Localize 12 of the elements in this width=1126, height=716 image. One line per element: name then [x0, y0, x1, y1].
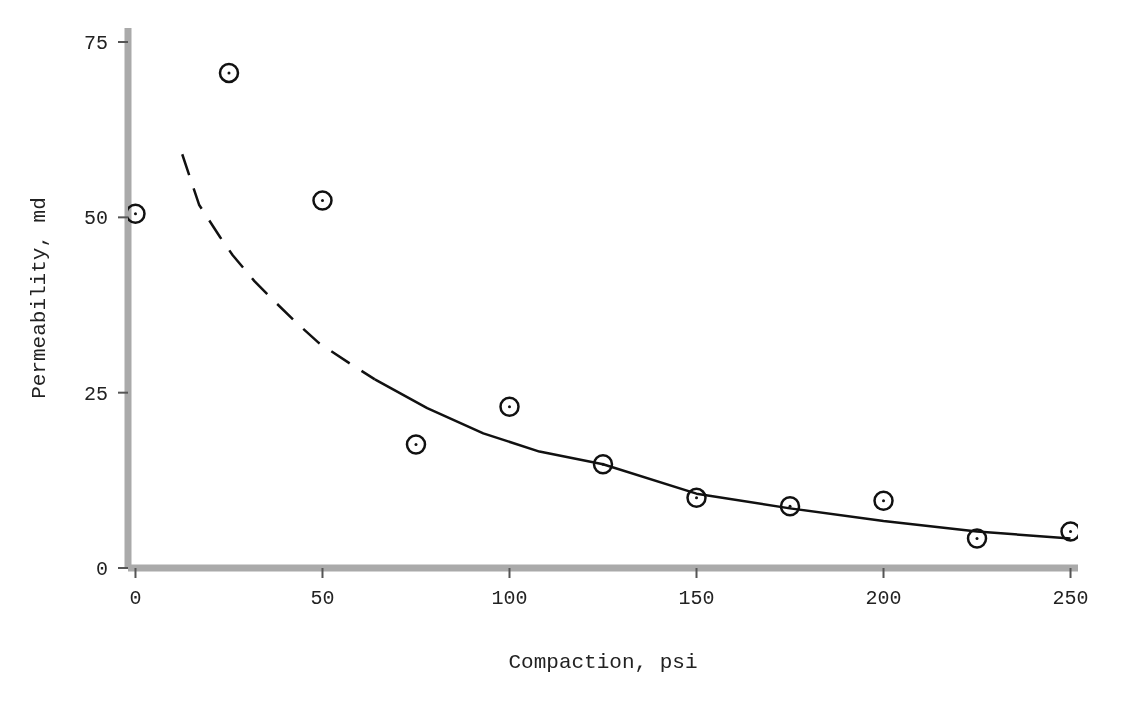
x-axis-title: Compaction, psi: [508, 651, 698, 674]
y-axis-title: Permeability, md: [28, 197, 52, 399]
y-tick-label: 50: [83, 207, 108, 231]
x-tick-label: 250: [1052, 587, 1089, 611]
x-tick-label: 150: [678, 587, 715, 611]
x-tick-label: 0: [129, 587, 142, 611]
y-tick-label: 75: [83, 32, 108, 56]
y-tick-label: 25: [83, 382, 108, 406]
x-tick-label: 50: [310, 587, 335, 611]
x-tick-label: 200: [865, 587, 902, 611]
y-tick-label: 0: [95, 558, 108, 582]
x-tick-label: 100: [491, 587, 528, 611]
